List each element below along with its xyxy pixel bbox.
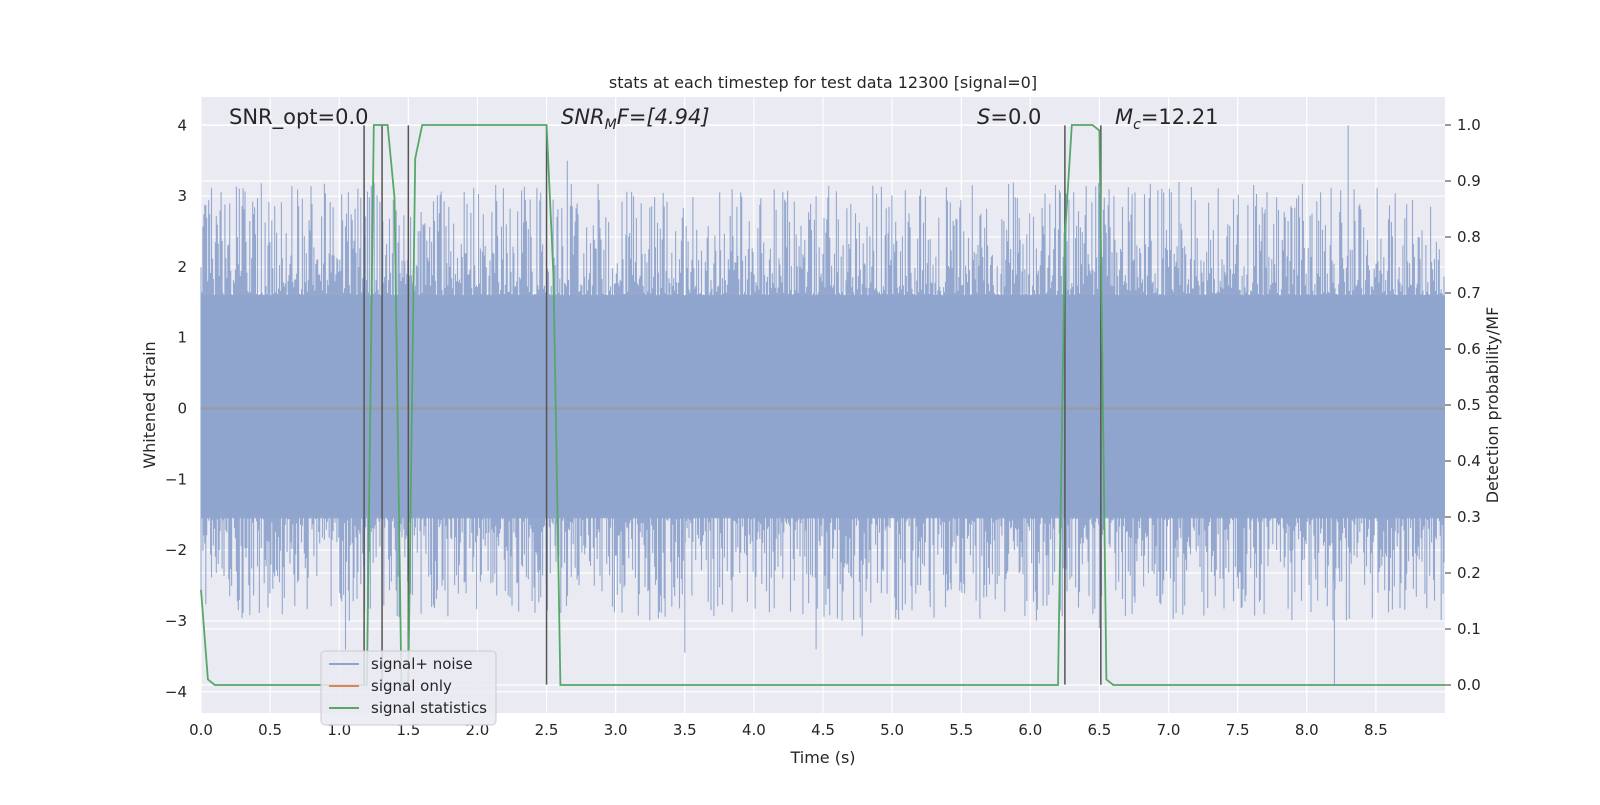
annotation-snr-mf: SNRMF=[4.94] bbox=[561, 105, 710, 133]
y-tick-label-right: 0.2 bbox=[1457, 564, 1481, 582]
chart-title: stats at each timestep for test data 123… bbox=[609, 73, 1037, 92]
x-tick-label: 5.0 bbox=[880, 721, 904, 739]
annotation-mc-base: M bbox=[1115, 105, 1133, 129]
annotation-mc: Mc=12.21 bbox=[1115, 105, 1219, 133]
legend-label-signal-statistics: signal statistics bbox=[371, 699, 487, 717]
y-tick-label-left: 1 bbox=[177, 329, 187, 347]
y-tick-label-right: 1.0 bbox=[1457, 116, 1481, 134]
legend: signal+ noise signal only signal statist… bbox=[320, 650, 497, 726]
x-tick-label: 5.5 bbox=[949, 721, 973, 739]
annotation-snr-mf-base: SNR bbox=[561, 105, 605, 129]
x-axis-label: Time (s) bbox=[789, 748, 855, 767]
x-tick-label: 7.5 bbox=[1226, 721, 1250, 739]
y-tick-label-left: 2 bbox=[177, 258, 187, 276]
y-tick-label-left: −2 bbox=[165, 541, 187, 559]
y-tick-label-right: 0.0 bbox=[1457, 676, 1481, 694]
x-tick-label: 6.5 bbox=[1088, 721, 1112, 739]
y-tick-label-left: −1 bbox=[165, 470, 187, 488]
annotation-snr-mf-sub: M bbox=[605, 117, 617, 133]
legend-label-signal-only: signal only bbox=[371, 677, 452, 695]
y-tick-label-left: −3 bbox=[165, 612, 187, 630]
x-tick-label: 6.0 bbox=[1018, 721, 1042, 739]
annotation-snr-opt: SNR_opt=0.0 bbox=[229, 105, 369, 130]
legend-label-signal-noise: signal+ noise bbox=[371, 655, 473, 673]
x-tick-label: 4.0 bbox=[742, 721, 766, 739]
annotation-snr-mf-rest: F=[4.94] bbox=[617, 105, 710, 129]
x-tick-label: 8.0 bbox=[1295, 721, 1319, 739]
y-tick-label-right: 0.5 bbox=[1457, 396, 1481, 414]
x-tick-label: 7.0 bbox=[1157, 721, 1181, 739]
annotation-mc-sub: c bbox=[1133, 117, 1141, 133]
x-tick-label: 3.5 bbox=[673, 721, 697, 739]
y-tick-label-left: 4 bbox=[177, 116, 187, 134]
annotation-s-value: =0.0 bbox=[990, 105, 1041, 129]
x-tick-label: 0.0 bbox=[189, 721, 213, 739]
y-tick-label-right: 0.6 bbox=[1457, 340, 1481, 358]
x-tick-label: 2.5 bbox=[535, 721, 559, 739]
y-tick-label-right: 0.7 bbox=[1457, 284, 1481, 302]
y-tick-label-left: 0 bbox=[177, 400, 187, 418]
y-tick-label-right: 0.8 bbox=[1457, 228, 1481, 246]
y-axis-label-left: Whitened strain bbox=[140, 341, 159, 468]
x-tick-label: 8.5 bbox=[1364, 721, 1388, 739]
legend-box bbox=[320, 650, 497, 726]
y-tick-label-left: −4 bbox=[165, 683, 187, 701]
y-tick-label-right: 0.3 bbox=[1457, 508, 1481, 526]
vertical-markers bbox=[363, 125, 1102, 685]
y-axis-label-right: Detection probability/MF bbox=[1483, 307, 1502, 504]
x-tick-label: 0.5 bbox=[258, 721, 282, 739]
tick-labels: 0.0 0.5 1.0 1.5 2.0 2.5 3.0 3.5 4.0 4.5 5.0 5.5 6.0 6… bbox=[165, 116, 1481, 739]
y-tick-label-right: 0.1 bbox=[1457, 620, 1481, 638]
x-tick-label: 3.0 bbox=[604, 721, 628, 739]
x-tick-label: 4.5 bbox=[811, 721, 835, 739]
y-tick-label-right: 0.4 bbox=[1457, 452, 1481, 470]
annotation-s: S=0.0 bbox=[977, 105, 1041, 129]
annotation-s-label: S bbox=[977, 105, 990, 129]
annotation-mc-value: =12.21 bbox=[1141, 105, 1219, 129]
y-tick-label-left: 3 bbox=[177, 187, 187, 205]
y-tick-label-right: 0.9 bbox=[1457, 172, 1481, 190]
